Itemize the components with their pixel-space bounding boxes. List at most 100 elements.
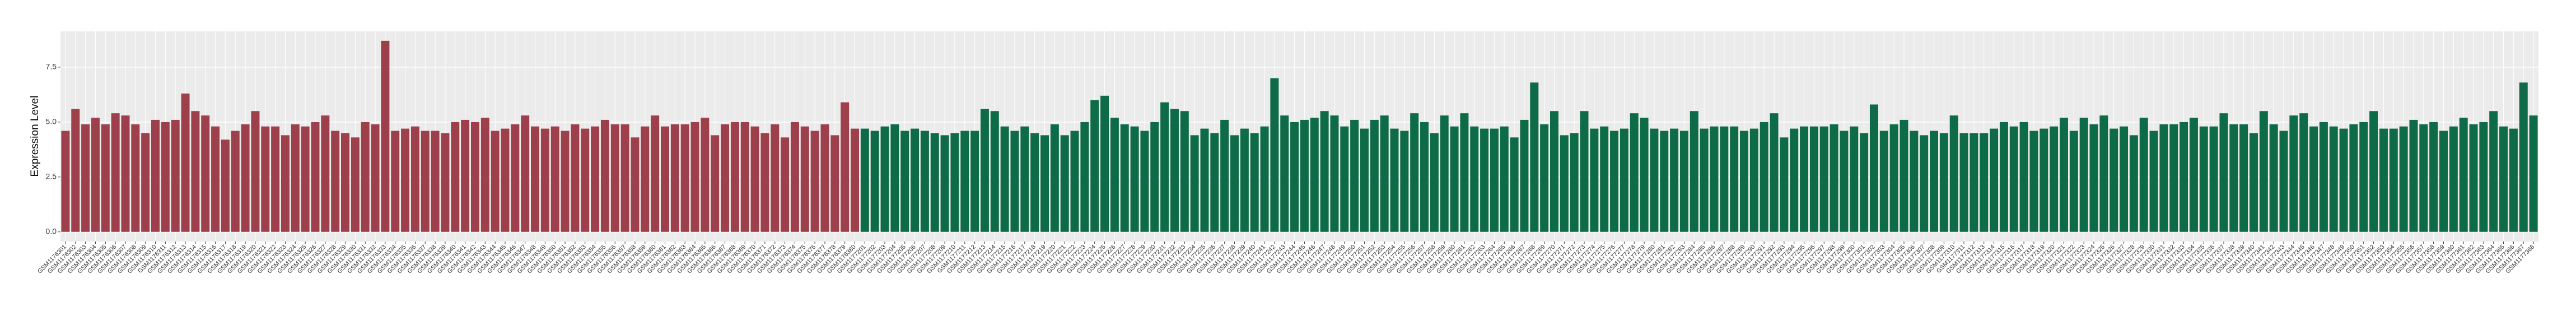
bar [2229,124,2238,232]
bar [1730,126,1739,232]
bar [531,126,540,232]
bar [2279,131,2288,232]
bar [2449,126,2458,232]
bar [1260,126,1269,232]
bar [900,131,909,232]
bar [1210,133,1219,232]
bar [1780,137,1789,232]
bar [1110,117,1119,232]
bar [2409,119,2418,232]
bar [1130,126,1139,232]
bar [1370,119,1379,232]
bar [920,131,929,232]
bar [301,126,310,232]
bar [501,128,510,232]
bar [1850,126,1859,232]
bar [2089,124,2098,232]
bar [771,124,780,232]
bar [2099,115,2108,232]
bar [511,124,520,232]
bar [2110,128,2118,232]
bar [2189,117,2198,232]
bar [91,117,100,232]
bar [2359,122,2368,232]
y-tick-label: 2.5 [46,171,57,180]
bar [2059,117,2068,232]
bar [391,131,400,232]
bar [1100,95,1109,232]
bar [71,109,80,232]
bar [1879,131,1888,232]
bar [930,133,939,232]
bar [1080,122,1089,232]
bar [161,122,170,232]
bar [1550,111,1558,232]
bar [1240,128,1249,232]
bar [291,124,300,232]
bar [2459,117,2468,232]
bar [1400,131,1409,232]
bar [2069,131,2078,232]
bar [2249,133,2258,232]
y-tick-label: 0.0 [46,226,57,235]
bar [1090,100,1099,232]
bar [421,131,430,232]
bar [2180,122,2188,232]
bar [1670,128,1679,232]
bar [1800,126,1809,232]
bar [2120,126,2129,232]
bar [2329,126,2338,232]
bar [1030,133,1039,232]
bar [1290,122,1299,232]
bar [1660,131,1669,232]
bar [1580,111,1589,232]
y-tick-label: 5.0 [46,117,57,126]
bar [1170,109,1179,232]
bar [1200,128,1209,232]
bar [1770,113,1779,232]
bar [461,119,470,232]
bar [980,109,989,232]
bar [121,115,130,232]
bar [2499,126,2508,232]
bar [760,133,769,232]
bar [2209,126,2218,232]
bar [171,119,180,232]
bar [191,111,200,232]
bar [1540,124,1549,232]
bar [1220,119,1229,232]
bar [670,124,679,232]
bar [470,122,479,232]
bar [431,131,440,232]
bar [2219,113,2228,232]
bar [1760,122,1768,232]
bar [1570,133,1579,232]
bar [361,122,370,232]
bar [1610,131,1619,232]
bar [581,128,590,232]
bar [311,122,320,232]
bar [521,115,530,232]
bar [1340,126,1349,232]
bar [1530,82,1539,232]
bar [451,122,460,232]
bar [1630,113,1639,232]
bar [1250,133,1259,232]
y-tick-label: 7.5 [46,62,57,71]
bar [631,137,640,232]
bar [1140,131,1149,232]
bar [1120,124,1129,232]
bar [880,126,889,232]
bar [1939,133,1948,232]
bar [721,124,730,232]
bar [1360,128,1369,232]
bar [1650,128,1659,232]
bar [1040,135,1049,232]
bar [141,133,150,232]
bar [1720,126,1729,232]
bar [2050,126,2059,232]
bar [261,126,270,232]
bar [1450,126,1459,232]
bar [1050,124,1059,232]
bar [101,124,110,232]
